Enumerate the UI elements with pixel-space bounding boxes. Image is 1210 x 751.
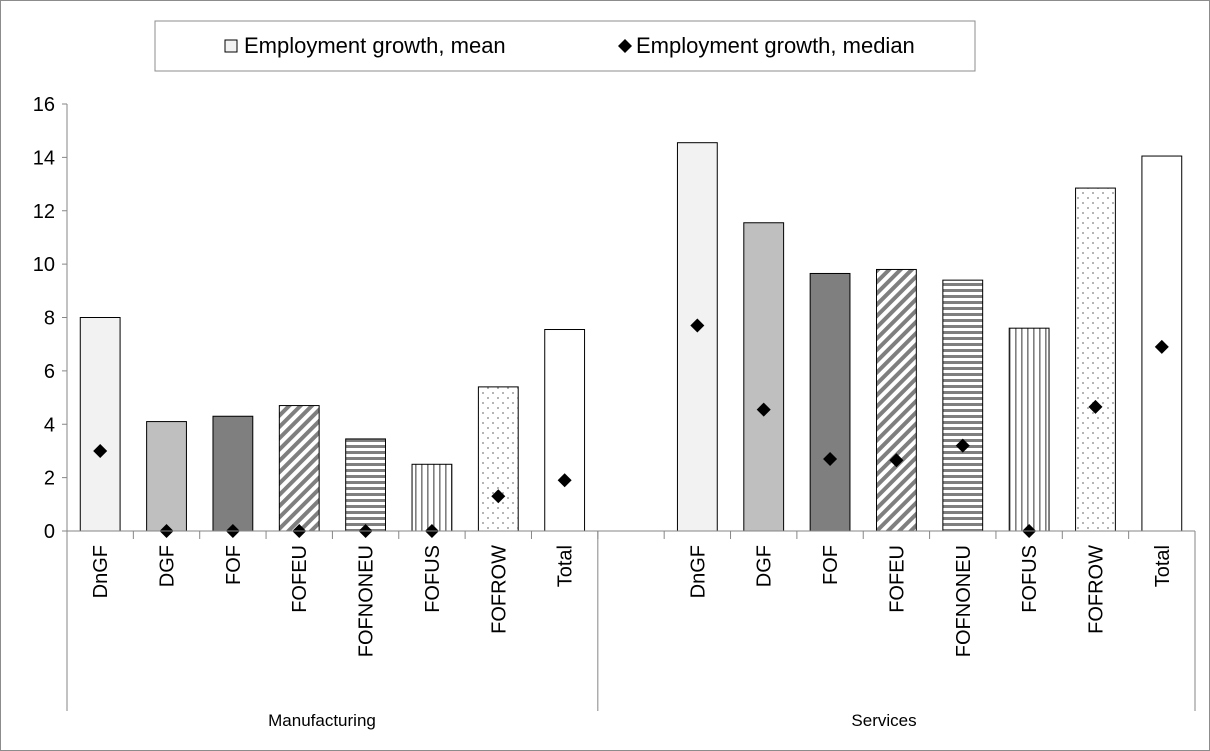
x-category-label: DnGF [90,545,112,598]
y-tick-label: 14 [33,147,55,169]
x-category-label: DnGF [687,545,709,598]
bar-mean-manufacturing-dngf [79,317,121,532]
marker-median-manufacturing-fofrow [491,489,506,504]
bar-mean-services-fofus [1008,327,1050,532]
y-tick-label: 16 [33,94,55,116]
bars-layer [79,142,1183,532]
group-label-manufacturing: Manufacturing [268,711,376,730]
x-category-label: FOFNONEU [356,545,378,657]
x-category-label: FOF [223,545,245,585]
y-tick-label: 2 [44,468,55,490]
x-category-label: FOFROW [1085,545,1107,634]
marker-median-manufacturing-dngf [93,443,108,458]
bar-mean-manufacturing-fofrow [477,386,519,532]
bar-mean-manufacturing-fofnoneu [345,438,386,532]
bar-mean-manufacturing-fof [212,415,254,532]
x-category-label: Total [1152,545,1174,587]
y-tick-label: 6 [44,361,55,383]
y-tick-label: 10 [33,254,55,276]
x-category-label: FOFUS [422,545,444,613]
legend-median-marker [618,39,632,53]
x-category-label: FOFNONEU [953,545,975,657]
x-category-label: Total [555,545,577,587]
y-axis: 0 2 4 6 8 10 12 14 16 [33,94,68,543]
x-category-label: DGF [754,545,776,587]
marker-median-services-fofnoneu [955,438,970,453]
x-category-label: FOFROW [488,545,510,634]
marker-median-services-dgf [756,402,771,417]
marker-median-services-dngf [690,318,705,333]
legend-median-label: Employment growth, median [636,33,915,58]
marker-median-manufacturing-total [557,473,572,488]
x-category-label: FOFEU [886,545,908,613]
legend-mean-swatch [224,39,238,53]
marker-median-services-fof [823,451,838,466]
y-tick-label: 8 [44,308,55,330]
bar-mean-services-dngf [676,142,718,532]
legend-mean-label: Employment growth, mean [244,33,506,58]
bar-mean-services-fof [809,272,851,532]
x-category-label: FOFEU [289,545,311,613]
bar-mean-services-fofrow [1075,187,1116,532]
marker-median-services-total [1154,339,1169,354]
bar-mean-manufacturing-fofeu [278,405,320,532]
y-tick-label: 4 [44,414,55,436]
legend: Employment growth, mean Employment growt… [154,20,976,72]
marker-median-services-fofrow [1088,399,1103,414]
group-label-services: Services [851,711,916,730]
x-axis: Manufacturing Services DnGF DGF FOF FOFEU FO… [66,530,1196,730]
bar-mean-services-fofnoneu [942,279,984,532]
bar-mean-manufacturing-total [544,329,586,532]
median-markers-layer [93,318,1169,538]
marker-median-services-fofeu [889,453,904,468]
legend-box [154,20,976,72]
y-tick-label: 12 [33,201,55,223]
x-category-label: FOF [820,545,842,585]
bar-mean-manufacturing-dgf [146,421,187,532]
bar-mean-services-fofeu [876,268,917,532]
x-category-label: FOFUS [1019,545,1041,613]
bar-mean-services-dgf [743,222,785,532]
bar-mean-manufacturing-fofus [411,463,453,532]
y-tick-label: 0 [44,521,55,543]
x-category-label: DGF [157,545,179,587]
